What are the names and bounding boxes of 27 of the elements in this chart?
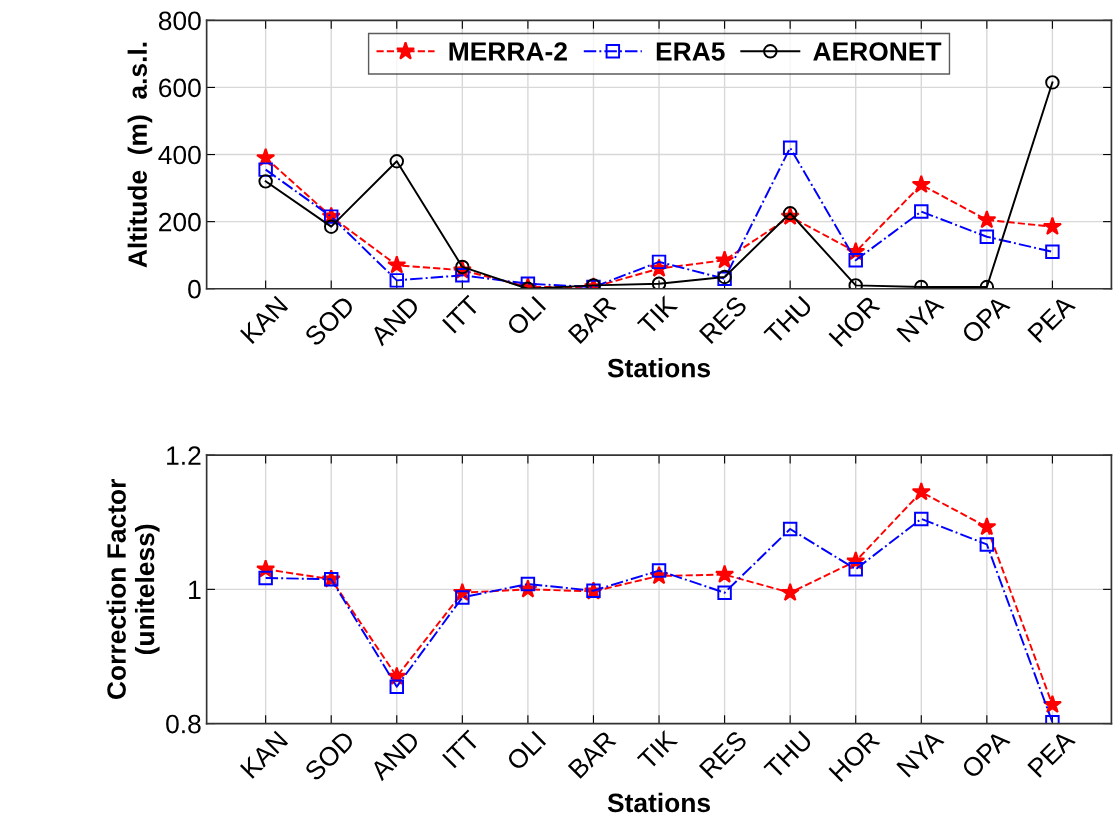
x-axis-title: Stations — [607, 792, 710, 813]
x-tick-label: OPA — [960, 294, 1011, 345]
legend-label: ERA5 — [656, 42, 725, 61]
y-tick-label: 200 — [159, 212, 201, 232]
y-tick-label: 600 — [159, 78, 201, 98]
x-tick-label: ITT — [442, 294, 481, 334]
x-tick-label: PEA — [1027, 294, 1076, 343]
x-tick-label: NYA — [896, 729, 945, 778]
x-tick-label: TIK — [636, 294, 679, 336]
x-tick-label: ITT — [442, 729, 481, 769]
legend-label: MERRA-2 — [449, 42, 567, 61]
x-tick-label: OPA — [960, 728, 1011, 780]
y-axis-title: Altitude (m) a.s.l. — [127, 42, 153, 268]
y-tick-label: 1 — [189, 580, 201, 599]
y-tick-label: 800 — [158, 11, 201, 31]
y-tick-label: 1.2 — [167, 446, 201, 465]
x-axis-title: Stations — [607, 358, 710, 378]
y-tick-label: 400 — [158, 145, 201, 165]
x-tick-label: TIK — [636, 729, 679, 771]
x-tick-label: OLI — [505, 295, 547, 337]
y-tick-label: 0 — [188, 279, 201, 299]
legend-label: AERONET — [813, 42, 942, 61]
y-tick-label: 0.8 — [166, 714, 201, 734]
x-tick-label: NYA — [896, 294, 945, 343]
y-axis-title: Correction Factor (uniteless) — [106, 479, 160, 699]
x-tick-label: PEA — [1027, 729, 1076, 778]
x-tick-label: OLI — [505, 730, 547, 772]
